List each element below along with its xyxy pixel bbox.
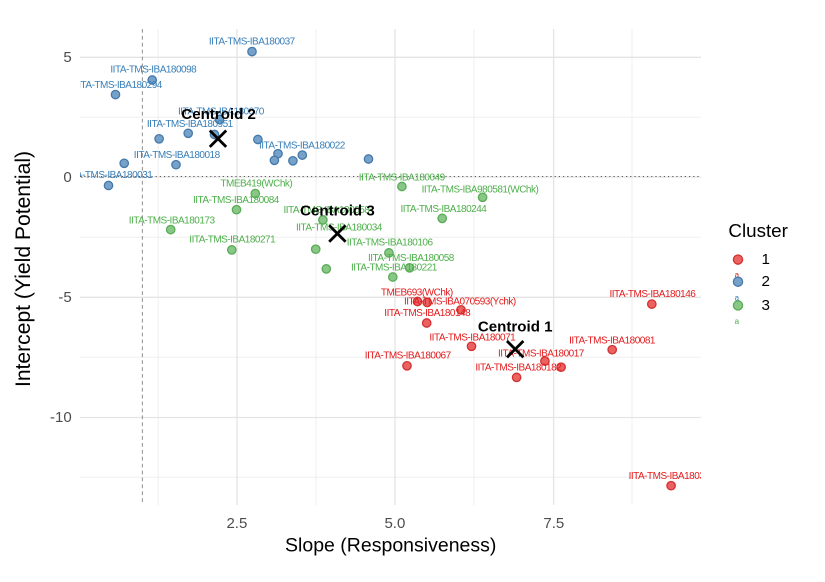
svg-text:IITA-TMS-IBA980581(WChk): IITA-TMS-IBA980581(WChk): [422, 184, 539, 195]
svg-text:IITA-TMS-IBA180271: IITA-TMS-IBA180271: [189, 235, 276, 246]
svg-text:Cluster: Cluster: [728, 220, 788, 241]
svg-text:Centroid 3: Centroid 3: [300, 203, 375, 220]
svg-text:IITA-TMS-IBA180067: IITA-TMS-IBA180067: [365, 351, 452, 362]
svg-text:IITA-TMS-IBA180022: IITA-TMS-IBA180022: [259, 140, 346, 151]
svg-text:IITA-TMS-IBA180071: IITA-TMS-IBA180071: [429, 333, 516, 344]
svg-text:IITA-TMS-IBA180084: IITA-TMS-IBA180084: [193, 195, 280, 206]
svg-text:IITA-TMS-IBA180173: IITA-TMS-IBA180173: [129, 215, 216, 226]
svg-text:IITA-TMS-IBA070593(Ychk): IITA-TMS-IBA070593(Ychk): [404, 296, 516, 307]
svg-text:IITA-TMS-IBA180106: IITA-TMS-IBA180106: [347, 237, 434, 248]
svg-text:IITA-TMS-IBA180058: IITA-TMS-IBA180058: [284, 205, 371, 216]
svg-text:IITA-TMS-IBA180951: IITA-TMS-IBA180951: [147, 119, 234, 130]
svg-text:-5: -5: [58, 289, 71, 306]
svg-text:IITA-TMS-IBA180182: IITA-TMS-IBA180182: [475, 363, 562, 374]
svg-text:7.5: 7.5: [543, 515, 564, 532]
svg-text:a: a: [735, 271, 740, 280]
svg-text:5: 5: [63, 49, 71, 66]
svg-text:IITA-TMS-IBA180070: IITA-TMS-IBA180070: [178, 107, 265, 118]
svg-text:IITA-TMS-IBA180018: IITA-TMS-IBA180018: [134, 150, 221, 161]
svg-text:IITA-TMS-IBA180146: IITA-TMS-IBA180146: [610, 289, 697, 300]
svg-text:2.5: 2.5: [226, 515, 247, 532]
svg-text:IITA-TMS-IBA180081: IITA-TMS-IBA180081: [569, 336, 656, 347]
svg-text:IITA-TMS-IBA180294: IITA-TMS-IBA180294: [76, 80, 163, 91]
svg-text:IITA-TMS-IBA180049: IITA-TMS-IBA180049: [359, 172, 446, 183]
svg-text:3: 3: [762, 297, 770, 314]
svg-text:IITA-TMS-IBA180148: IITA-TMS-IBA180148: [384, 308, 471, 319]
svg-text:IITA-TMS-IBA180058: IITA-TMS-IBA180058: [368, 253, 455, 264]
svg-text:a: a: [735, 317, 740, 326]
svg-text:IITA-TMS-IBA180098: IITA-TMS-IBA180098: [110, 65, 197, 76]
svg-text:Centroid 2: Centroid 2: [181, 106, 256, 123]
svg-text:-10: -10: [50, 409, 72, 426]
svg-text:a: a: [735, 293, 740, 302]
svg-text:IITA-TMS-IBA180312: IITA-TMS-IBA180312: [629, 471, 716, 482]
svg-text:IITA-TMS-IBA180244: IITA-TMS-IBA180244: [401, 204, 488, 215]
svg-text:TMEB693(WChk): TMEB693(WChk): [381, 287, 453, 298]
svg-text:IITA-TMS-IBA180037: IITA-TMS-IBA180037: [209, 36, 296, 47]
svg-text:IITA-TMS-IBA180221: IITA-TMS-IBA180221: [351, 263, 438, 274]
svg-text:5.0: 5.0: [384, 515, 405, 532]
svg-text:Intercept (Yield Potential): Intercept (Yield Potential): [12, 151, 35, 387]
svg-text:2: 2: [762, 273, 770, 290]
svg-text:IITA-TMS-IBA180017: IITA-TMS-IBA180017: [498, 348, 585, 359]
svg-text:Centroid 1: Centroid 1: [478, 318, 553, 335]
svg-text:1: 1: [762, 251, 770, 268]
svg-text:TMEB419(WChk): TMEB419(WChk): [220, 179, 292, 190]
svg-text:0: 0: [63, 169, 71, 186]
svg-text:IITA-TMS-IBA180031: IITA-TMS-IBA180031: [67, 170, 154, 181]
svg-text:Slope (Responsiveness): Slope (Responsiveness): [285, 534, 496, 556]
svg-text:IITA-TMS-IBA180034: IITA-TMS-IBA180034: [296, 223, 383, 234]
